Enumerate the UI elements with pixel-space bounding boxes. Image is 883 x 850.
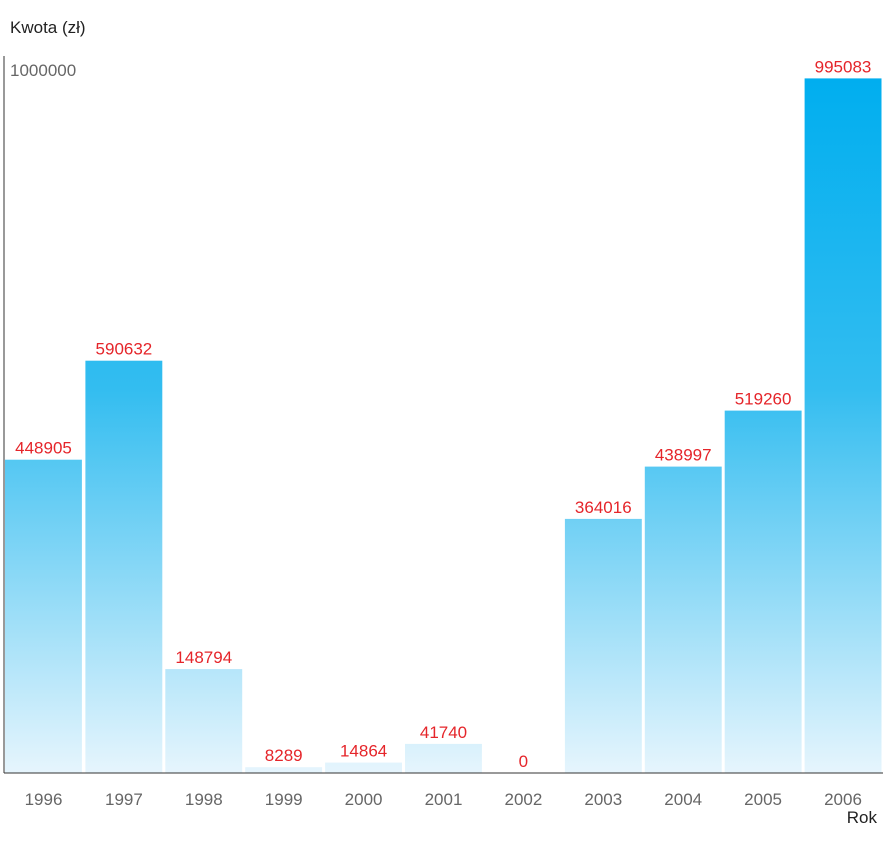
bar-2001 [405, 743, 482, 773]
x-tick-label-1996: 1996 [25, 790, 63, 809]
x-tick-label-2003: 2003 [584, 790, 622, 809]
x-tick-label-2002: 2002 [504, 790, 542, 809]
bar-1997 [85, 360, 163, 773]
value-label-2001: 41740 [420, 723, 467, 742]
value-label-1998: 148794 [175, 648, 232, 667]
y-axis-title: Kwota (zł) [10, 18, 86, 37]
x-tick-label-2001: 2001 [425, 790, 463, 809]
bar-2005 [724, 410, 802, 773]
y-axis-max-label: 1000000 [10, 61, 76, 80]
x-tick-label-1998: 1998 [185, 790, 223, 809]
x-tick-label-2004: 2004 [664, 790, 702, 809]
bar-1996 [5, 459, 82, 773]
x-tick-label-1997: 1997 [105, 790, 143, 809]
value-label-2006: 995083 [815, 57, 872, 76]
value-label-1997: 590632 [96, 340, 153, 359]
value-label-2005: 519260 [735, 390, 792, 409]
x-tick-label-2005: 2005 [744, 790, 782, 809]
x-tick-label-1999: 1999 [265, 790, 303, 809]
value-label-2000: 14864 [340, 742, 387, 761]
value-label-1999: 8289 [265, 746, 303, 765]
value-label-2002: 0 [519, 752, 528, 771]
value-label-2003: 364016 [575, 498, 632, 517]
x-tick-label-2000: 2000 [345, 790, 383, 809]
bar-2004 [644, 466, 722, 773]
bar-2000 [325, 762, 402, 773]
x-axis-title: Rok [847, 808, 878, 827]
bar-2006 [804, 78, 882, 773]
bar-1999 [245, 767, 323, 773]
bar-1998 [165, 669, 243, 773]
x-tick-label-2006: 2006 [824, 790, 862, 809]
bar-2003 [564, 518, 642, 773]
value-label-2004: 438997 [655, 446, 712, 465]
value-label-1996: 448905 [15, 439, 72, 458]
